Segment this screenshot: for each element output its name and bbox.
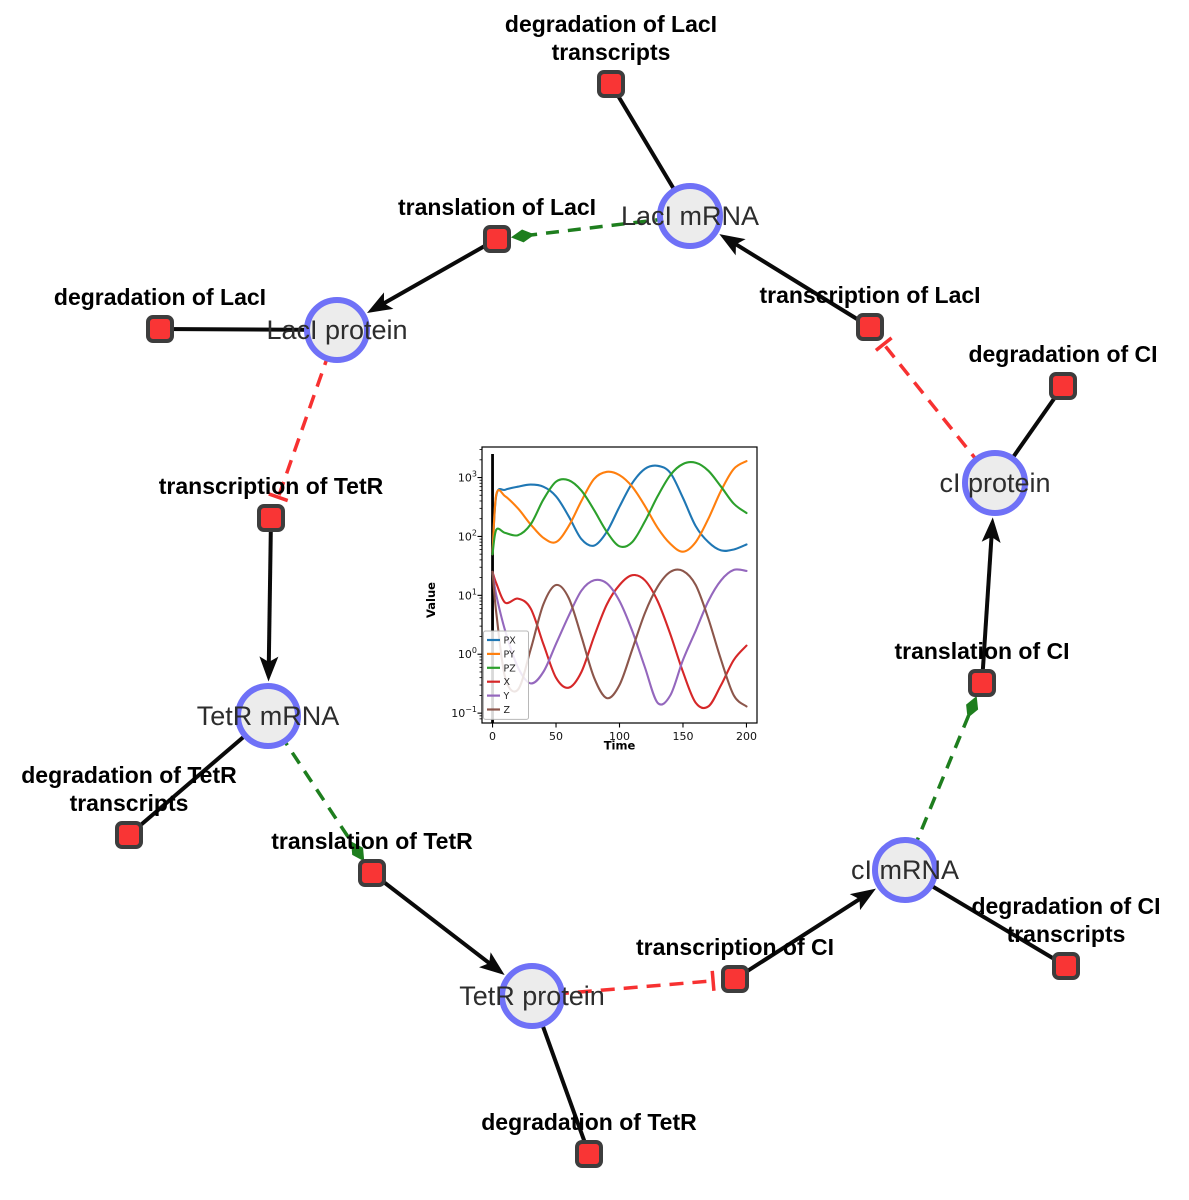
reaction-label-deg-laci-tx-line2: transcripts: [552, 39, 671, 65]
reaction-node-deg-ci[interactable]: [1049, 372, 1077, 400]
species-node-tetr-mrna[interactable]: [235, 683, 301, 749]
inset-chart: 0 50 100 150 20010−1100101102103TimeValuePXP…: [420, 425, 780, 806]
x-axis-tick-label-200: 200: [736, 730, 757, 743]
species-node-ci-mrna[interactable]: [872, 837, 938, 903]
species-node-laci-mrna[interactable]: [657, 183, 723, 249]
species-label-ci-mrna: cI mRNA: [851, 855, 959, 885]
reaction-node-transcr-tetr[interactable]: [257, 504, 285, 532]
reaction-node-transcr-laci[interactable]: [856, 313, 884, 341]
reaction-label-transl-ci-line1: translation of CI: [894, 638, 1069, 664]
reaction-node-deg-tetr-tx[interactable]: [115, 821, 143, 849]
edge-tetr-protein-to-transcr-ci-inhibition-bar: [710, 970, 716, 991]
legend-label-px: PX: [504, 636, 517, 647]
edge-transl-laci-to-laci-protein: [366, 237, 498, 313]
species-label-tetr-protein: TetR protein: [459, 981, 605, 1011]
reaction-label-deg-tetr-line1: degradation of TetR: [481, 1109, 697, 1135]
edge-transl-ci-to-ci-protein-arrowhead: [981, 517, 1001, 543]
edge-transcr-laci-to-laci-mrna-arrowhead: [719, 234, 746, 256]
legend-label-pz: PZ: [504, 663, 517, 674]
reaction-label-transl-laci-line1: translation of LacI: [398, 194, 596, 220]
edge-laci-protein-to-transcr-tetr-inhibition-bar: [268, 492, 289, 503]
y-axis-title: Value: [424, 582, 438, 618]
x-axis-tick-label-100: 100: [609, 730, 630, 743]
species-label-laci-protein: LacI protein: [266, 315, 407, 345]
edge-transl-tetr-to-tetr-protein-arrowhead: [479, 952, 505, 975]
species-label-laci-mrna: LacI mRNA: [621, 201, 759, 231]
legend-label-py: PY: [504, 649, 516, 660]
edge-tetr-mrna-to-transl-tetr-modifier-arrowhead: [351, 841, 365, 862]
reaction-label-deg-laci-line1: degradation of LacI: [54, 284, 266, 310]
reaction-label-transcr-ci-line1: transcription of CI: [636, 934, 834, 960]
edge-transcr-tetr-to-tetr-mrna: [259, 517, 279, 682]
edge-transl-laci-to-laci-protein-line: [378, 237, 498, 308]
reaction-node-deg-ci-tx[interactable]: [1052, 952, 1080, 980]
chart-series-pz: [491, 461, 748, 556]
species-label-ci-protein: cI protein: [939, 468, 1050, 498]
reaction-label-transcr-laci-line1: transcription of LacI: [759, 282, 980, 308]
edge-transl-laci-to-laci-protein-arrowhead: [366, 292, 394, 313]
chart-series-x: [491, 570, 748, 710]
edge-transl-ci-to-ci-protein-line: [980, 531, 994, 684]
species-node-tetr-protein[interactable]: [499, 963, 565, 1029]
reaction-label-deg-tetr-tx-line2: transcripts: [70, 790, 189, 816]
reaction-node-transl-ci[interactable]: [968, 669, 996, 697]
x-axis-title: Time: [604, 739, 636, 753]
edge-transl-tetr-to-tetr-protein-line: [370, 871, 495, 969]
edge-transl-tetr-to-tetr-protein: [370, 871, 505, 975]
reaction-node-transl-laci[interactable]: [483, 225, 511, 253]
reaction-node-transcr-ci[interactable]: [721, 965, 749, 993]
chart-series-px: [491, 464, 748, 556]
edge-transcr-ci-to-ci-mrna-line: [733, 894, 866, 981]
chart-series-py: [491, 460, 748, 556]
edge-transcr-ci-to-ci-mrna: [733, 888, 876, 981]
species-label-tetr-mrna: TetR mRNA: [197, 701, 340, 731]
x-axis-tick-label-150: 150: [672, 730, 693, 743]
reaction-node-deg-laci-tx[interactable]: [597, 70, 625, 98]
reaction-node-deg-tetr[interactable]: [575, 1140, 603, 1168]
legend-label-x: X: [504, 677, 511, 688]
nodes-layer: [115, 70, 1080, 1168]
edge-transcr-laci-to-laci-mrna-line: [730, 239, 872, 329]
reaction-label-deg-ci-tx-line1: degradation of CI: [971, 893, 1160, 919]
edge-transcr-ci-to-ci-mrna-arrowhead: [849, 888, 876, 911]
edge-transcr-tetr-to-tetr-mrna-arrowhead: [259, 656, 279, 682]
legend-label-y: Y: [503, 691, 510, 702]
edge-ci-protein-to-transcr-laci-inhibition-bar: [874, 336, 893, 352]
reaction-node-transl-tetr[interactable]: [358, 859, 386, 887]
edge-laci-mrna-to-transl-laci-modifier-arrowhead: [510, 229, 535, 243]
reaction-label-deg-tetr-tx-line1: degradation of TetR: [21, 762, 237, 788]
reaction-label-transcr-tetr-line1: transcription of TetR: [159, 473, 384, 499]
x-axis-tick-label-50: 50: [549, 730, 563, 743]
legend-label-z: Z: [504, 705, 511, 716]
species-node-laci-protein[interactable]: [304, 297, 370, 363]
edge-ci-mrna-to-transl-ci-modifier-arrowhead: [966, 695, 979, 719]
reaction-node-deg-laci[interactable]: [146, 315, 174, 343]
reaction-label-deg-ci-line1: degradation of CI: [968, 341, 1157, 367]
reaction-label-deg-ci-tx-line2: transcripts: [1007, 921, 1126, 947]
x-axis-tick-label-0: 0: [489, 730, 496, 743]
edge-transl-ci-to-ci-protein: [980, 517, 1001, 684]
edge-transcr-tetr-to-tetr-mrna-line: [266, 517, 273, 668]
labels-layer: degradation of LacItranscriptstranslatio…: [21, 11, 1160, 1135]
species-node-ci-protein[interactable]: [962, 450, 1028, 516]
edge-transcr-laci-to-laci-mrna: [719, 234, 872, 329]
reaction-label-transl-tetr-line1: translation of TetR: [271, 828, 473, 854]
reaction-label-deg-laci-tx-line1: degradation of LacI: [505, 11, 717, 37]
